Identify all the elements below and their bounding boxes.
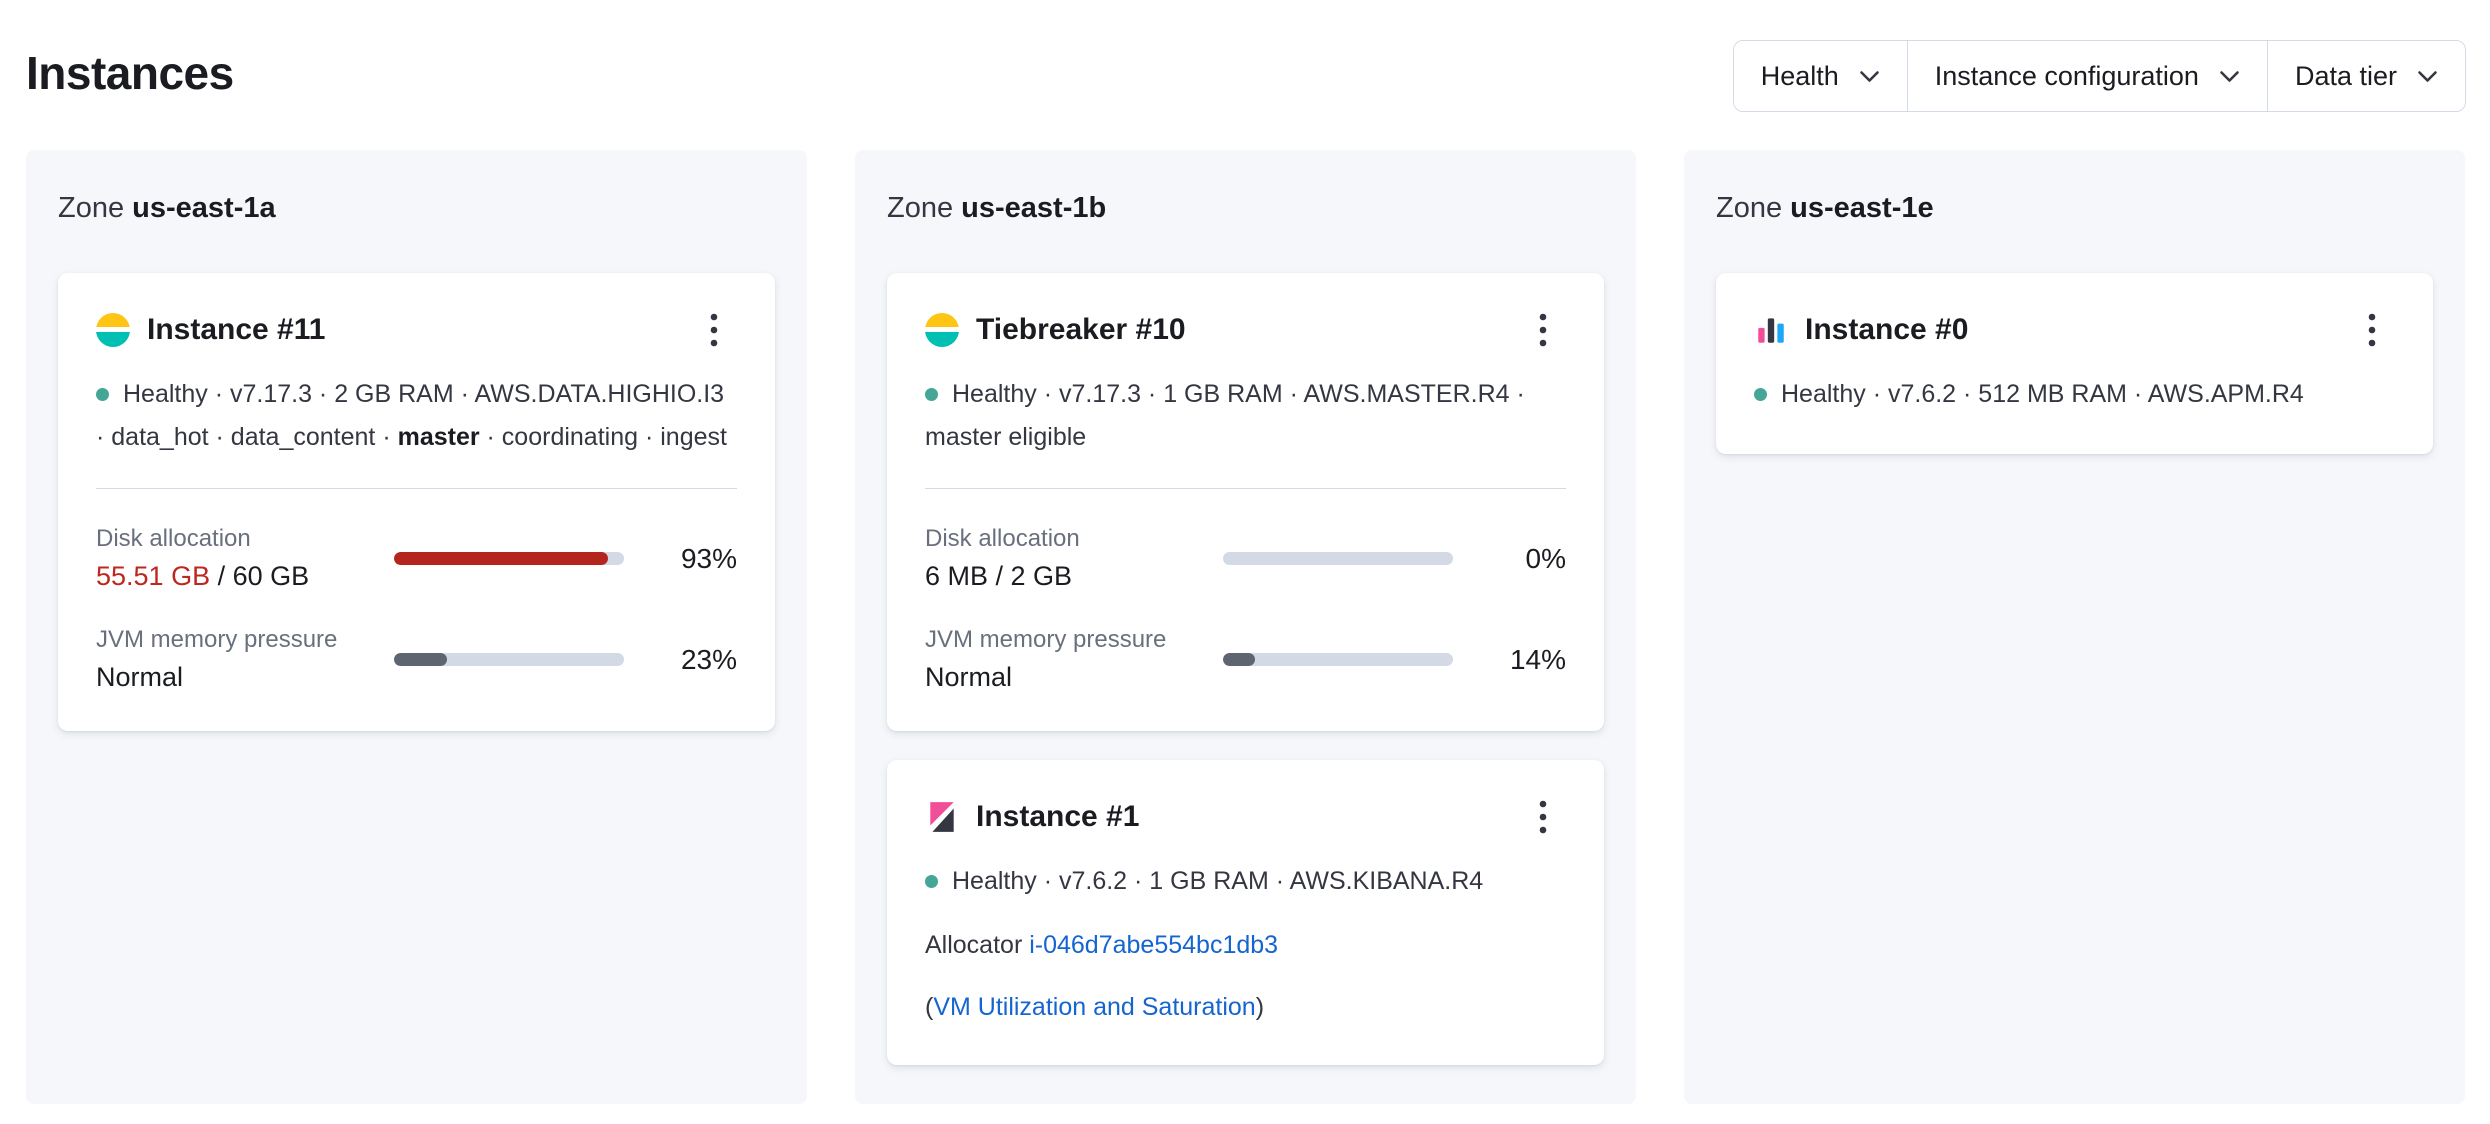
allocator-label: Allocator bbox=[925, 930, 1023, 959]
jvm-pressure-value: Normal bbox=[925, 662, 1013, 692]
chevron-down-icon bbox=[2220, 70, 2239, 82]
instance-menu-button[interactable] bbox=[1520, 794, 1566, 840]
zone-label: Zone us-east-1e bbox=[1716, 192, 2433, 225]
instance-menu-button[interactable] bbox=[2349, 307, 2395, 353]
instance-meta: Healthy · v7.17.3 · 2 GB RAM · AWS.DATA.… bbox=[96, 373, 737, 458]
vm-utilization-link[interactable]: VM Utilization and Saturation bbox=[933, 992, 1256, 1021]
kebab-menu-icon bbox=[1539, 800, 1547, 834]
instance-title: Instance #0 bbox=[1805, 313, 1969, 346]
filter-instance-configuration-button[interactable]: Instance configuration bbox=[1906, 41, 2267, 111]
page-title: Instances bbox=[26, 47, 234, 99]
disk-usage-percent: 0% bbox=[1525, 542, 1566, 574]
instance-meta-text: · coordinating · ingest bbox=[479, 422, 727, 451]
filter-health-button[interactable]: Health bbox=[1733, 41, 1907, 111]
zone-name: us-east-1b bbox=[961, 192, 1107, 224]
instance-menu-button[interactable] bbox=[1520, 307, 1566, 353]
jvm-pressure-value: Normal bbox=[96, 662, 184, 692]
jvm-pressure-row: JVM memory pressure Normal 23% bbox=[96, 626, 737, 693]
jvm-pressure-bar-fill bbox=[394, 653, 447, 666]
disk-allocation-row: Disk allocation 55.51 GB / 60 GB 93% bbox=[96, 525, 737, 592]
health-dot bbox=[925, 388, 938, 401]
jvm-pressure-bar-fill bbox=[1223, 653, 1256, 666]
health-dot bbox=[96, 388, 109, 401]
allocator-link[interactable]: i-046d7abe554bc1db3 bbox=[1029, 930, 1279, 959]
zone-name: us-east-1e bbox=[1790, 192, 1934, 224]
filter-data-tier-button[interactable]: Data tier bbox=[2266, 41, 2465, 111]
jvm-pressure-percent: 14% bbox=[1509, 643, 1566, 675]
kebab-menu-icon bbox=[1539, 313, 1547, 347]
instance-card-0: Instance #0 Healthy · v7.6.2 · 512 MB RA… bbox=[1716, 273, 2433, 454]
disk-usage-percent: 93% bbox=[680, 542, 737, 574]
zone-panel-us-east-1e: Zone us-east-1e Instance #0 Healthy · v7… bbox=[1684, 150, 2465, 1104]
paren-close: ) bbox=[1255, 992, 1265, 1021]
instance-meta: Healthy · v7.6.2 · 512 MB RAM · AWS.APM.… bbox=[1754, 373, 2395, 416]
top-bar: Instances Health Instance configuration … bbox=[0, 0, 2490, 150]
card-header: Instance #1 bbox=[925, 794, 1566, 840]
instance-meta: Healthy · v7.17.3 · 1 GB RAM · AWS.MASTE… bbox=[925, 373, 1566, 458]
role-master-label: master bbox=[397, 422, 480, 451]
filter-health-label: Health bbox=[1760, 60, 1839, 91]
disk-usage-bar bbox=[1223, 552, 1453, 565]
kibana-icon bbox=[925, 800, 959, 834]
instance-card-11: Instance #11 Healthy · v7.17.3 · 2 GB RA… bbox=[58, 273, 775, 731]
jvm-pressure-bar bbox=[1223, 653, 1453, 666]
kebab-menu-icon bbox=[710, 313, 718, 347]
paren-open: ( bbox=[925, 992, 934, 1021]
card-header: Instance #11 bbox=[96, 307, 737, 353]
zone-name: us-east-1a bbox=[132, 192, 276, 224]
allocator-line: Allocator i-046d7abe554bc1db3 bbox=[925, 925, 1566, 965]
instance-meta-text: Healthy · v7.17.3 · 1 GB RAM · AWS.MASTE… bbox=[925, 380, 1525, 451]
instance-card-tiebreaker-10: Tiebreaker #10 Healthy · v7.17.3 · 1 GB … bbox=[887, 273, 1604, 731]
divider bbox=[925, 488, 1566, 489]
zone-panel-us-east-1a: Zone us-east-1a Instance #11 Healthy · v… bbox=[26, 150, 807, 1104]
instance-meta-text: Healthy · v7.6.2 · 1 GB RAM · AWS.KIBANA… bbox=[952, 867, 1484, 895]
elasticsearch-icon bbox=[925, 313, 959, 347]
disk-allocation-value: 55.51 GB / 60 GB bbox=[96, 561, 394, 592]
zone-prefix: Zone bbox=[887, 192, 954, 224]
disk-used-value: 55.51 GB bbox=[96, 561, 211, 591]
filter-instance-configuration-label: Instance configuration bbox=[1934, 60, 2199, 91]
filter-data-tier-label: Data tier bbox=[2294, 60, 2397, 91]
zone-prefix: Zone bbox=[1716, 192, 1783, 224]
disk-allocation-value: 6 MB / 2 GB bbox=[925, 561, 1073, 591]
chevron-down-icon bbox=[1859, 70, 1879, 82]
health-dot bbox=[1754, 388, 1767, 401]
divider bbox=[96, 488, 737, 489]
instance-title: Instance #1 bbox=[976, 800, 1140, 833]
vm-utilization-line: (VM Utilization and Saturation) bbox=[925, 987, 1566, 1027]
jvm-pressure-bar bbox=[394, 653, 624, 666]
disk-usage-bar bbox=[394, 552, 624, 565]
disk-total-value: / 60 GB bbox=[210, 561, 310, 591]
health-dot bbox=[925, 875, 938, 888]
zone-label: Zone us-east-1a bbox=[58, 192, 775, 225]
zone-prefix: Zone bbox=[58, 192, 125, 224]
instance-meta-text: Healthy · v7.17.3 · 2 GB RAM · AWS.DATA.… bbox=[96, 380, 725, 451]
instance-title: Tiebreaker #10 bbox=[976, 313, 1186, 346]
disk-allocation-row: Disk allocation 6 MB / 2 GB 0% bbox=[925, 525, 1566, 592]
zone-label: Zone us-east-1b bbox=[887, 192, 1604, 225]
filter-group: Health Instance configuration Data tier bbox=[1732, 40, 2466, 112]
jvm-pressure-percent: 23% bbox=[680, 643, 737, 675]
instance-menu-button[interactable] bbox=[691, 307, 737, 353]
zones-row: Zone us-east-1a Instance #11 Healthy · v… bbox=[0, 150, 2490, 1104]
instance-meta-text: Healthy · v7.6.2 · 512 MB RAM · AWS.APM.… bbox=[1781, 380, 2304, 408]
elasticsearch-icon bbox=[96, 313, 130, 347]
card-header: Tiebreaker #10 bbox=[925, 307, 1566, 353]
jvm-pressure-label: JVM memory pressure bbox=[925, 626, 1167, 653]
jvm-pressure-label: JVM memory pressure bbox=[96, 626, 338, 653]
apm-icon bbox=[1754, 313, 1788, 347]
card-header: Instance #0 bbox=[1754, 307, 2395, 353]
zone-panel-us-east-1b: Zone us-east-1b Tiebreaker #10 Healthy ·… bbox=[855, 150, 1636, 1104]
jvm-pressure-row: JVM memory pressure Normal 14% bbox=[925, 626, 1566, 693]
disk-usage-bar-fill bbox=[394, 552, 608, 565]
instance-meta: Healthy · v7.6.2 · 1 GB RAM · AWS.KIBANA… bbox=[925, 860, 1566, 903]
chevron-down-icon bbox=[2418, 70, 2437, 82]
instance-title: Instance #11 bbox=[147, 313, 326, 346]
kebab-menu-icon bbox=[2368, 313, 2376, 347]
instance-card-1: Instance #1 Healthy · v7.6.2 · 1 GB RAM … bbox=[887, 760, 1604, 1065]
disk-allocation-label: Disk allocation bbox=[925, 525, 1080, 552]
disk-allocation-label: Disk allocation bbox=[96, 525, 251, 552]
